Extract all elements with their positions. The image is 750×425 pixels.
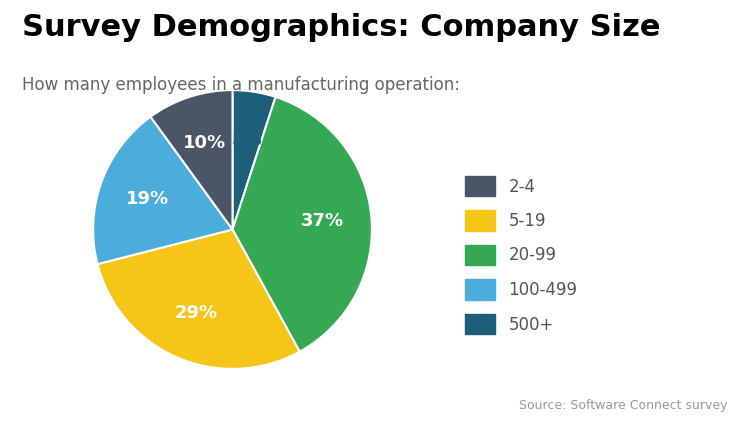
Text: 10%: 10%	[183, 134, 226, 152]
Text: 19%: 19%	[126, 190, 169, 208]
Wedge shape	[98, 230, 300, 369]
Text: 29%: 29%	[175, 303, 218, 322]
Legend: 2-4, 5-19, 20-99, 100-499, 500+: 2-4, 5-19, 20-99, 100-499, 500+	[458, 169, 584, 341]
Wedge shape	[93, 117, 232, 264]
Wedge shape	[232, 97, 372, 351]
Text: How many employees in a manufacturing operation:: How many employees in a manufacturing op…	[22, 76, 460, 94]
Text: 37%: 37%	[302, 212, 344, 230]
Text: Survey Demographics: Company Size: Survey Demographics: Company Size	[22, 13, 661, 42]
Wedge shape	[232, 90, 275, 230]
Text: 5%: 5%	[231, 131, 262, 149]
Wedge shape	[151, 90, 232, 230]
Text: Source: Software Connect survey: Source: Software Connect survey	[519, 399, 728, 412]
